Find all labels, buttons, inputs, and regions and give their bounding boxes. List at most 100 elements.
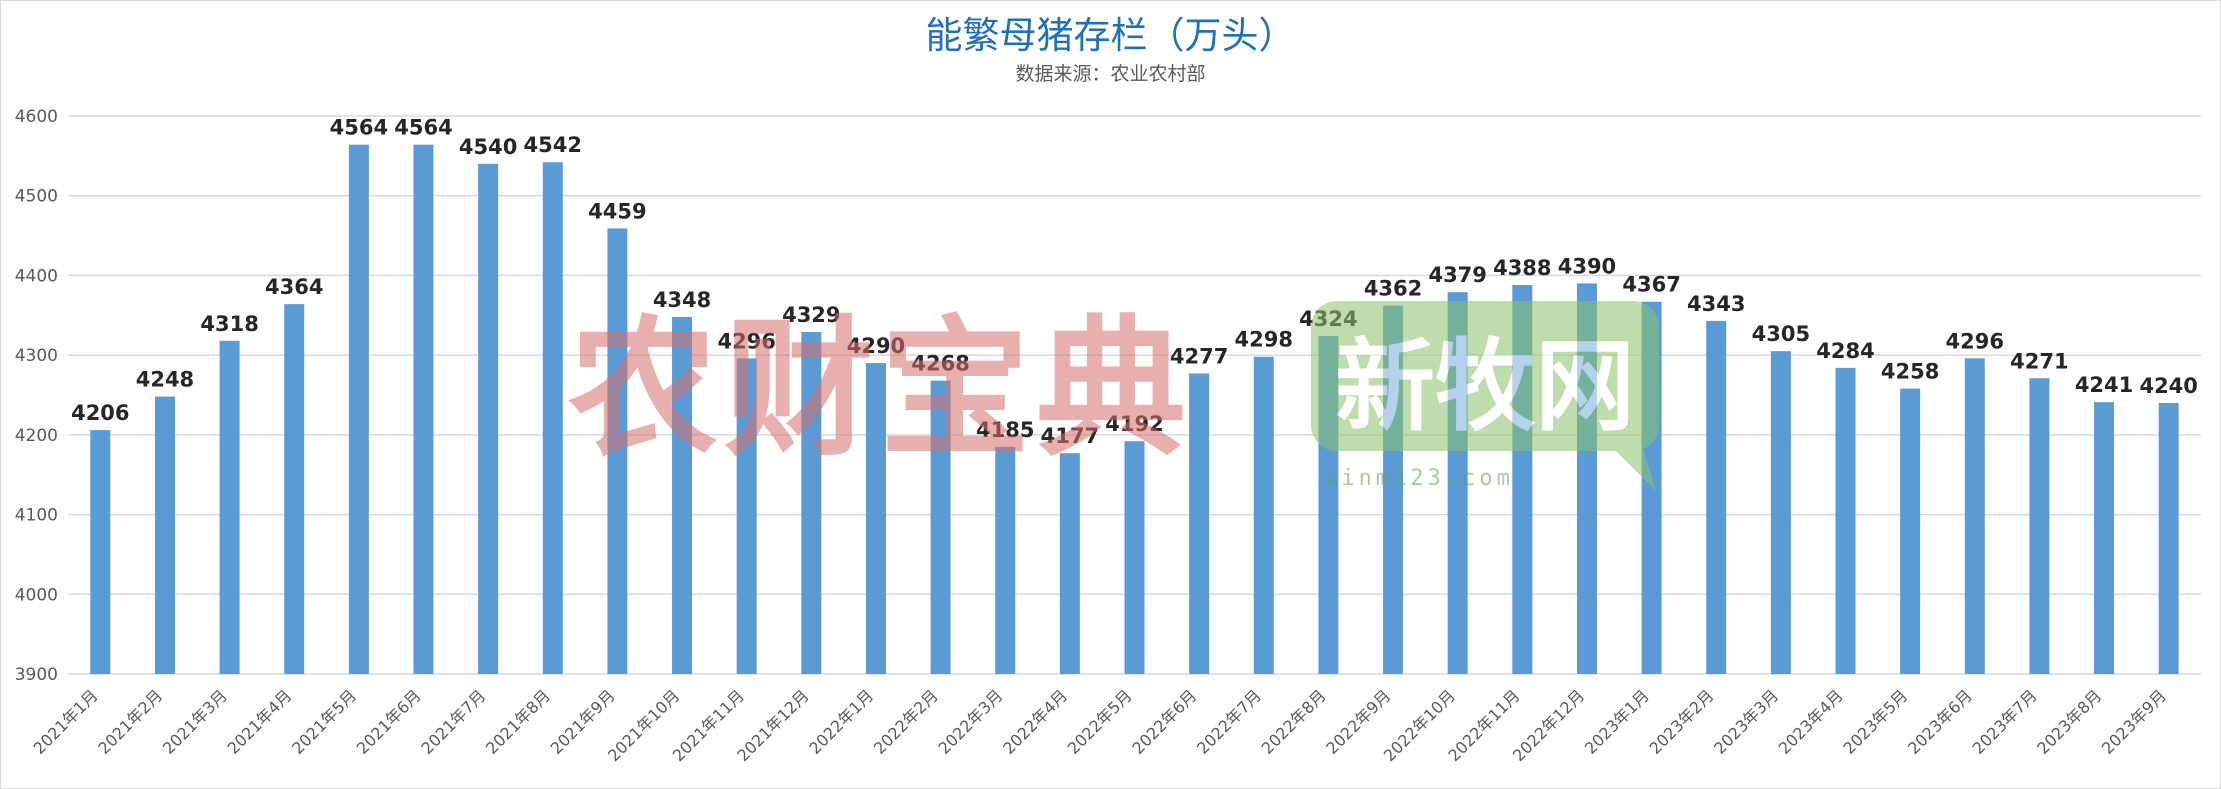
data-label: 4390 (1558, 254, 1616, 278)
bar (865, 363, 886, 674)
watermark-url: xinm123.com (1324, 466, 1514, 491)
x-tick-label: 2021年4月 (223, 686, 295, 758)
data-label: 4177 (1041, 424, 1099, 448)
data-label: 4284 (1816, 339, 1874, 363)
bar (284, 304, 305, 674)
bar (1964, 358, 1985, 674)
y-tick-label: 4200 (15, 426, 58, 446)
bar (1189, 373, 1210, 674)
data-label: 4248 (136, 368, 194, 392)
data-label: 4343 (1687, 292, 1745, 316)
x-tick-label: 2022年1月 (805, 686, 877, 758)
x-tick-label: 2021年8月 (482, 686, 554, 758)
data-label: 4379 (1428, 263, 1486, 287)
bar (1124, 441, 1145, 674)
x-tick-label: 2023年5月 (1839, 686, 1911, 758)
x-tick-label: 2023年3月 (1710, 686, 1782, 758)
chart-subtitle: 数据来源：农业农村部 (1015, 63, 1206, 85)
data-label: 4348 (653, 288, 711, 312)
x-axis-tick-labels: 2021年1月2021年2月2021年3月2021年4月2021年5月2021年… (30, 686, 2170, 765)
watermark-logo-badge (1311, 301, 1659, 451)
bar (2029, 378, 2050, 674)
x-tick-label: 2023年6月 (1904, 686, 1976, 758)
y-tick-label: 4000 (15, 585, 58, 605)
data-label: 4362 (1364, 277, 1422, 301)
data-label: 4364 (265, 275, 323, 299)
chart-title: 能繁母猪存栏（万头） (925, 14, 1296, 57)
data-label: 4277 (1170, 344, 1228, 368)
bar (930, 380, 951, 674)
y-tick-label: 4400 (15, 266, 58, 286)
data-label: 4564 (394, 116, 452, 140)
bar (478, 163, 499, 675)
data-label: 4388 (1493, 256, 1551, 280)
data-label: 4268 (911, 352, 969, 376)
bar (1059, 453, 1080, 674)
bar (736, 358, 757, 674)
bar (348, 144, 369, 674)
y-tick-label: 4600 (15, 107, 58, 127)
y-tick-label: 3900 (15, 665, 58, 685)
data-label: 4540 (459, 135, 517, 159)
x-tick-label: 2022年5月 (1064, 686, 1136, 758)
x-tick-label: 2022年7月 (1193, 686, 1265, 758)
x-tick-label: 2021年5月 (288, 686, 360, 758)
bar (413, 144, 434, 674)
y-tick-label: 4500 (15, 187, 58, 207)
bar (154, 396, 175, 674)
watermark-layer: 农财宝典 新牧网 xinm123.com (568, 301, 1659, 491)
x-tick-label: 2023年2月 (1645, 686, 1717, 758)
watermark-right-logo-text: 新牧网 (1335, 328, 1635, 445)
x-tick-label: 2023年8月 (2033, 686, 2105, 758)
bar (1900, 388, 1921, 674)
x-tick-label: 2023年7月 (1969, 686, 2041, 758)
bar (2158, 402, 2179, 674)
data-label: 4258 (1881, 360, 1939, 384)
x-tick-label: 2022年6月 (1128, 686, 1200, 758)
data-label: 4241 (2075, 373, 2133, 397)
bar (801, 332, 822, 674)
bar (2094, 402, 2115, 674)
y-tick-label: 4300 (15, 346, 58, 366)
y-tick-label: 4100 (15, 506, 58, 526)
data-label: 4192 (1105, 412, 1163, 436)
x-tick-label: 2021年3月 (159, 686, 231, 758)
x-tick-label: 2023年1月 (1581, 686, 1653, 758)
bar (1770, 351, 1791, 674)
x-tick-label: 2023年9月 (2098, 686, 2170, 758)
bar (90, 430, 111, 674)
data-label: 4318 (200, 312, 258, 336)
x-tick-label: 2022年3月 (934, 686, 1006, 758)
x-tick-label: 2022年8月 (1258, 686, 1330, 758)
data-label: 4298 (1235, 328, 1293, 352)
x-tick-label: 2022年4月 (999, 686, 1071, 758)
data-label: 4296 (717, 329, 775, 353)
data-label: 4206 (71, 401, 129, 425)
bar (1253, 356, 1274, 674)
x-tick-label: 2021年1月 (30, 686, 102, 758)
bar (995, 446, 1016, 674)
bar (219, 340, 240, 674)
data-label: 4185 (976, 418, 1034, 442)
x-tick-label: 2023年4月 (1775, 686, 1847, 758)
data-label: 4305 (1752, 322, 1810, 346)
watermark-left: 农财宝典 (568, 303, 1192, 477)
bar (672, 316, 693, 674)
data-label: 4459 (588, 199, 646, 223)
data-label: 4296 (1946, 329, 2004, 353)
data-label: 4290 (847, 334, 905, 358)
data-label: 4564 (330, 116, 388, 140)
x-tick-label: 2022年2月 (870, 686, 942, 758)
x-tick-label: 2021年7月 (417, 686, 489, 758)
data-label: 4367 (1622, 273, 1680, 297)
bar (1706, 320, 1727, 674)
x-tick-label: 2021年2月 (94, 686, 166, 758)
bar (1835, 367, 1856, 674)
data-label: 4240 (2139, 374, 2197, 398)
data-label: 4542 (524, 133, 582, 157)
watermark-logo-tail (1606, 441, 1656, 491)
x-tick-label: 2021年6月 (353, 686, 425, 758)
data-labels: 4206 4248 4318 4364 4564 4564 4540 4542 4459 4348… (71, 116, 2198, 448)
